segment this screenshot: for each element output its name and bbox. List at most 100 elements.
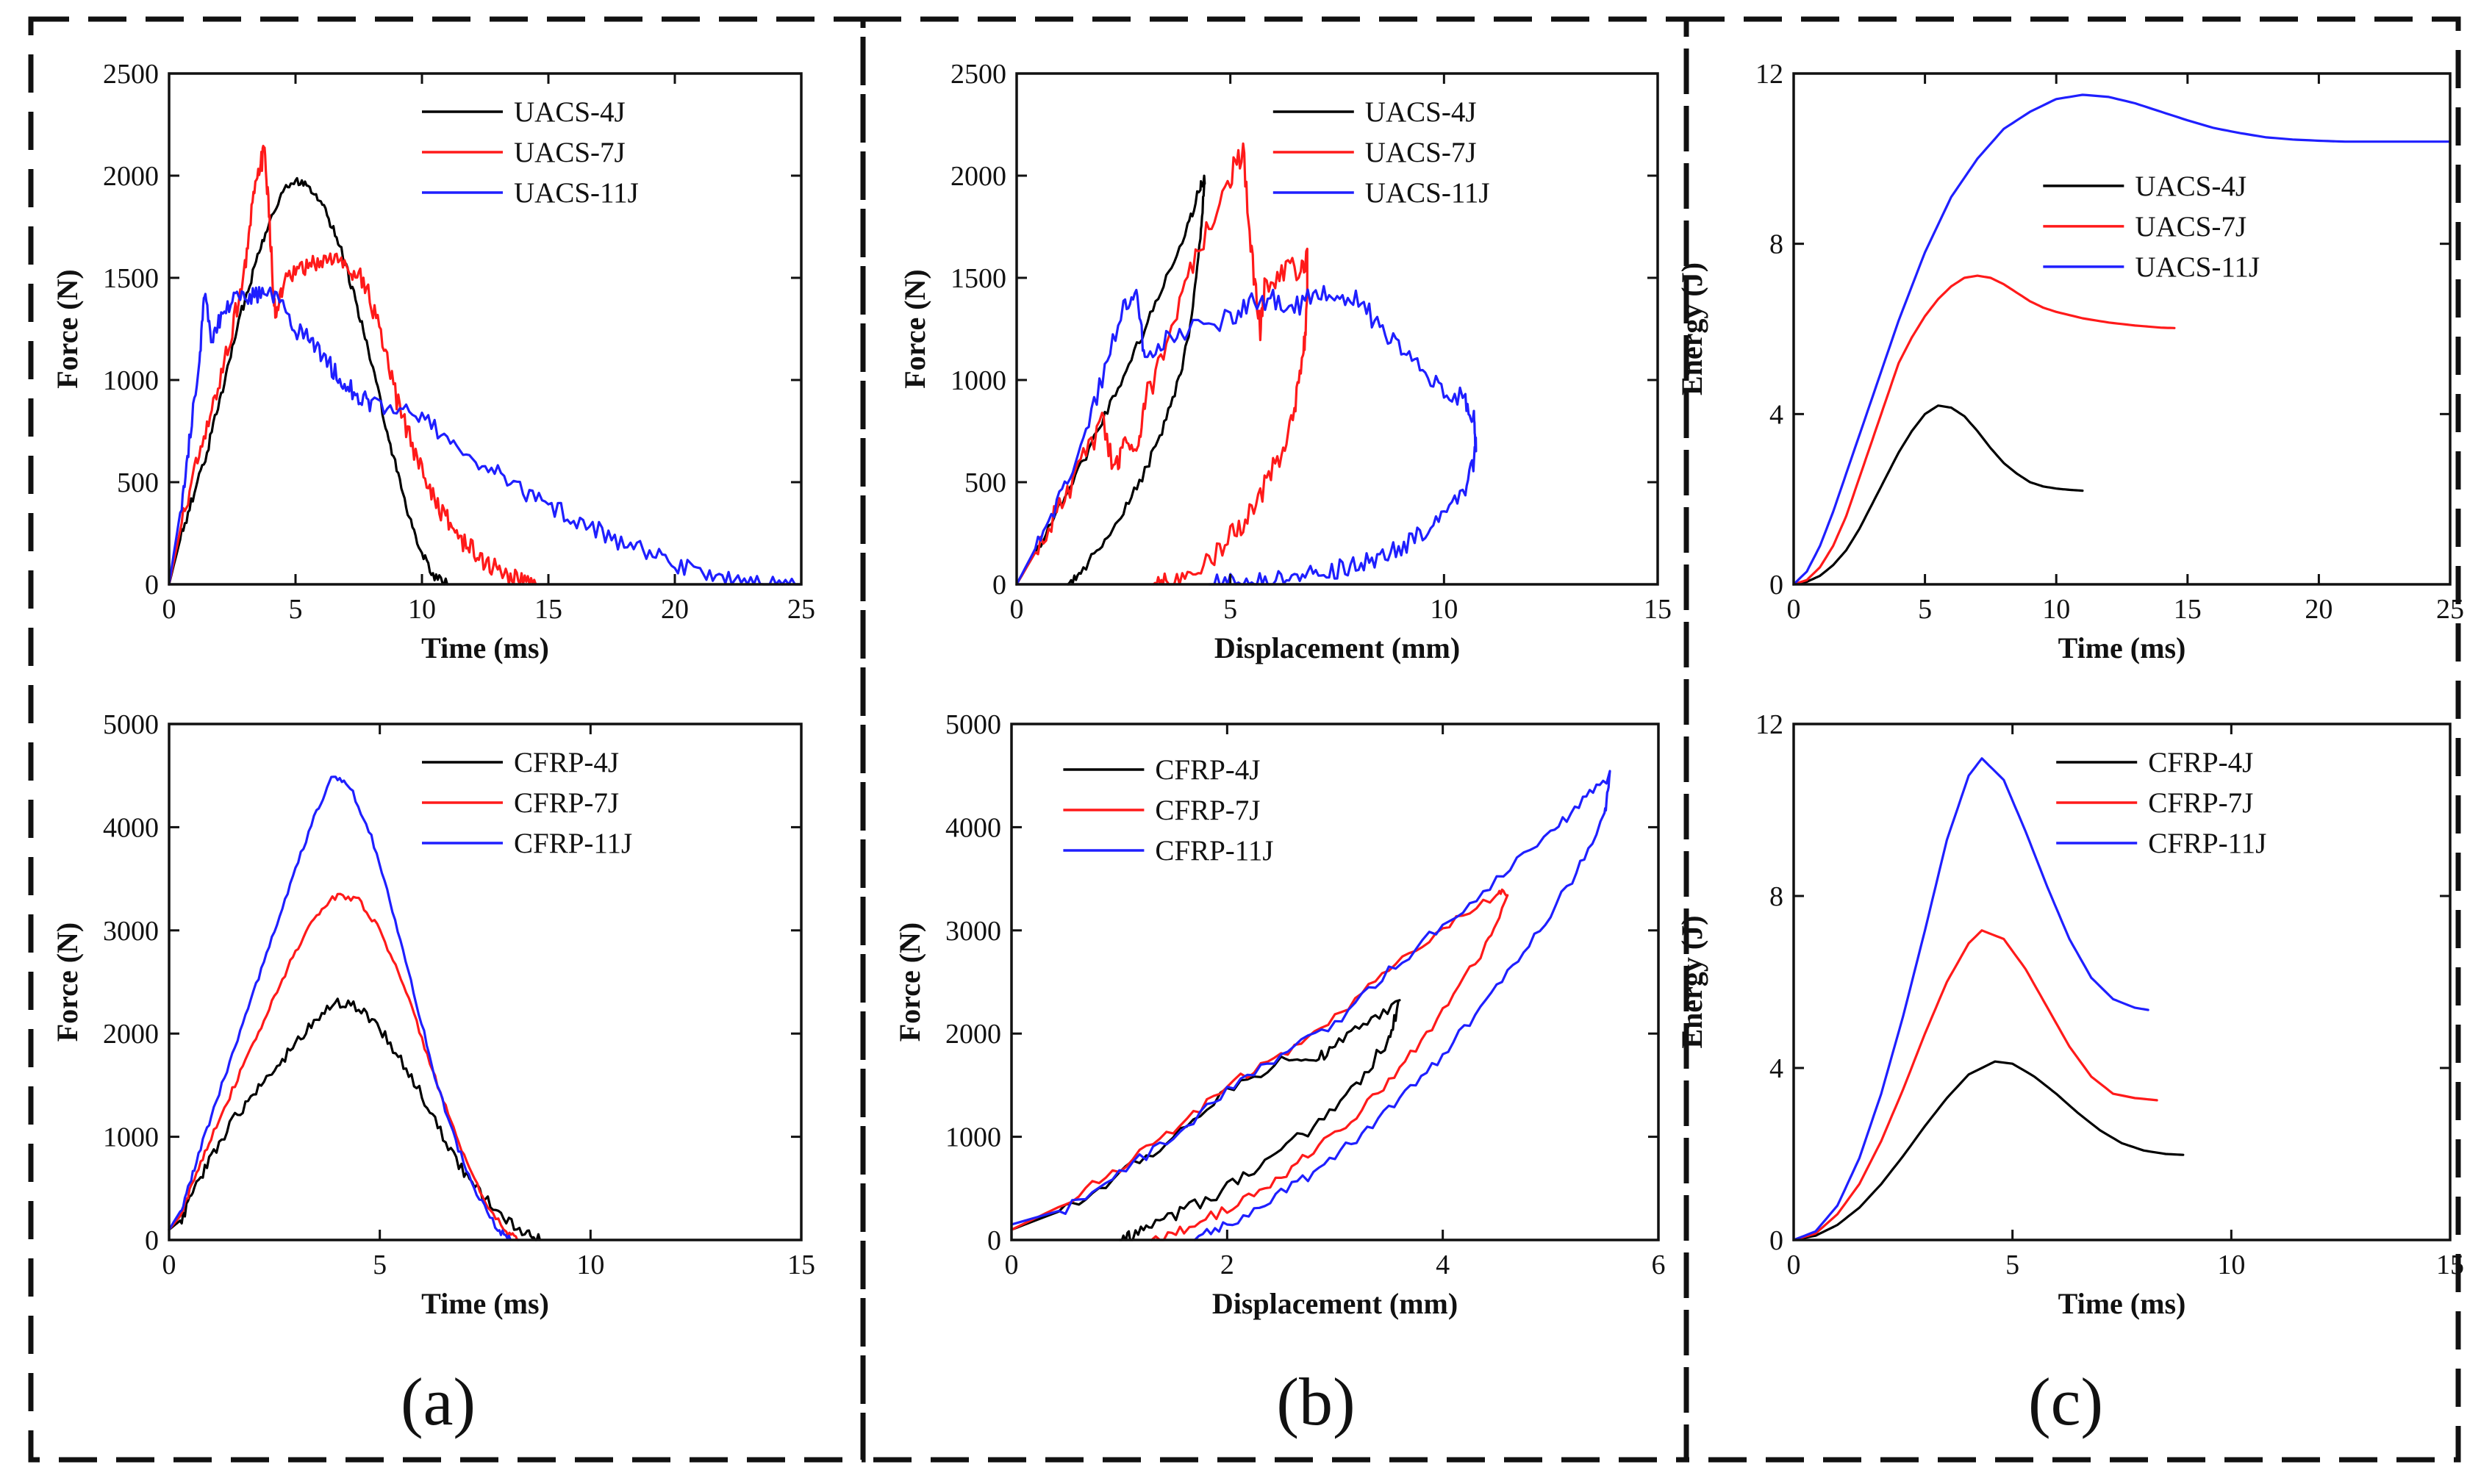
legend-label-cfrp-4j: CFRP-4J	[514, 747, 619, 778]
legend: UACS-4J UACS-7J UACS-11J	[1272, 96, 1490, 209]
x-tick-label: 0	[1010, 594, 1024, 625]
x-tick-label: 20	[2305, 594, 2333, 625]
y-tick-label: 0	[145, 570, 159, 601]
legend-label-cfrp-4j: CFRP-4J	[1155, 754, 1260, 786]
series-line-uacs-4j	[1792, 404, 2084, 586]
y-axis-label: Force (N)	[893, 922, 926, 1042]
x-tick-label: 5	[373, 1250, 387, 1280]
x-tick-label: 0	[1787, 594, 1801, 625]
y-tick-label: 4000	[103, 812, 159, 843]
x-tick-label: 2	[1220, 1250, 1234, 1280]
chart-a1: 0 5 10 15 20 25 0 500 1000 1500 2000 2500 Time (ms) F…	[51, 59, 815, 664]
x-tick-label: 15	[2174, 594, 2202, 625]
panel-label-a: (a)	[401, 1364, 476, 1439]
y-tick-label: 12	[1755, 59, 1783, 90]
x-tick-label: 4	[1436, 1250, 1450, 1280]
legend: CFRP-4J CFRP-7J CFRP-11J	[2056, 747, 2266, 859]
y-tick-label: 4	[1769, 1053, 1783, 1084]
y-tick-label: 4	[1769, 399, 1783, 430]
series-line-uacs-11j	[168, 286, 803, 586]
y-tick-label: 0	[987, 1225, 1001, 1256]
series-line-cfrp-11j	[1792, 757, 2149, 1241]
y-axis-label: Force (N)	[51, 269, 84, 389]
y-tick-label: 8	[1769, 881, 1783, 912]
y-tick-label: 1000	[103, 365, 159, 396]
plot-frame	[168, 72, 803, 586]
series-line-cfrp-4j	[1792, 1060, 2185, 1241]
x-axis-label: Time (ms)	[421, 631, 549, 664]
legend: CFRP-4J CFRP-7J CFRP-11J	[1063, 754, 1274, 867]
panel-frame-b	[860, 16, 1689, 1463]
y-tick-label: 3000	[945, 916, 1001, 947]
y-tick-label: 3000	[103, 916, 159, 947]
y-tick-label: 2000	[103, 1019, 159, 1050]
legend-label-uacs-11j: UACS-11J	[514, 177, 639, 209]
panel-label-c: (c)	[2028, 1364, 2103, 1439]
x-tick-label: 10	[1430, 594, 1458, 625]
x-tick-label: 0	[1787, 1250, 1801, 1280]
y-tick-label: 1500	[103, 263, 159, 294]
series-line-uacs-11j	[1015, 284, 1478, 586]
x-tick-label: 5	[289, 594, 303, 625]
y-tick-label: 0	[145, 1225, 159, 1256]
legend-label-uacs-7j: UACS-7J	[1365, 137, 1477, 168]
y-tick-label: 2000	[950, 161, 1006, 192]
x-tick-label: 15	[2436, 1250, 2464, 1280]
x-tick-label: 0	[162, 594, 176, 625]
x-tick-label: 20	[661, 594, 689, 625]
legend-label-uacs-7j: UACS-7J	[2135, 211, 2246, 243]
legend-label-cfrp-11j: CFRP-11J	[1155, 835, 1273, 867]
chart-c1: 0 5 10 15 20 25 0 4 8 12 Time (ms) Energy (J) UACS-4…	[1675, 59, 2464, 664]
x-tick-label: 5	[2005, 1250, 2019, 1280]
x-tick-label: 15	[534, 594, 562, 625]
y-tick-label: 2000	[945, 1019, 1001, 1050]
legend-label-uacs-4j: UACS-4J	[1365, 96, 1477, 128]
series-line-uacs-4j	[1015, 174, 1206, 586]
x-tick-label: 5	[1918, 594, 1932, 625]
series-line-cfrp-7j	[168, 892, 520, 1241]
y-axis-label: Force (N)	[898, 269, 931, 389]
y-tick-label: 2000	[103, 161, 159, 192]
x-axis-label: Displacement (mm)	[1214, 631, 1460, 664]
legend: CFRP-4J CFRP-7J CFRP-11J	[422, 747, 632, 859]
legend-label-cfrp-7j: CFRP-7J	[1155, 795, 1260, 826]
x-axis-label: Displacement (mm)	[1212, 1287, 1458, 1320]
y-tick-label: 0	[992, 570, 1006, 601]
x-tick-label: 10	[2217, 1250, 2245, 1280]
panel-label-b: (b)	[1276, 1364, 1355, 1439]
y-tick-label: 500	[964, 467, 1006, 498]
x-tick-label: 10	[2042, 594, 2070, 625]
x-tick-label: 10	[576, 1250, 604, 1280]
x-tick-label: 25	[2436, 594, 2464, 625]
legend: UACS-4J UACS-7J UACS-11J	[2043, 171, 2260, 283]
y-tick-label: 1000	[103, 1122, 159, 1153]
series-line-cfrp-7j	[1792, 929, 2158, 1241]
y-axis-label: Force (N)	[51, 922, 84, 1042]
panel-frame-c	[1683, 16, 2461, 1463]
y-tick-label: 1000	[950, 365, 1006, 396]
plot-frame	[1015, 72, 1659, 586]
y-tick-label: 0	[1769, 570, 1783, 601]
y-axis-label: Energy (J)	[1675, 915, 1708, 1048]
y-tick-label: 2500	[950, 59, 1006, 90]
plot-frame	[1010, 723, 1660, 1241]
x-tick-label: 15	[1644, 594, 1672, 625]
y-tick-label: 4000	[945, 812, 1001, 843]
y-tick-label: 0	[1769, 1225, 1783, 1256]
plot-frame	[1792, 72, 2452, 586]
series-line-cfrp-7j	[1010, 888, 1509, 1241]
series-line-uacs-7j	[1015, 142, 1308, 586]
legend-label-uacs-11j: UACS-11J	[1365, 177, 1490, 209]
x-tick-label: 10	[408, 594, 436, 625]
series-line-uacs-7j	[168, 144, 537, 586]
legend-label-uacs-7j: UACS-7J	[514, 137, 626, 168]
series-line-uacs-11j	[1792, 93, 2452, 586]
chart-b1: 0 5 10 15 0 500 1000 1500 2000 2500 Displacement (…	[898, 59, 1672, 664]
legend-label-cfrp-11j: CFRP-11J	[514, 828, 632, 859]
legend-label-cfrp-11j: CFRP-11J	[2148, 828, 2266, 859]
x-tick-label: 5	[1223, 594, 1237, 625]
